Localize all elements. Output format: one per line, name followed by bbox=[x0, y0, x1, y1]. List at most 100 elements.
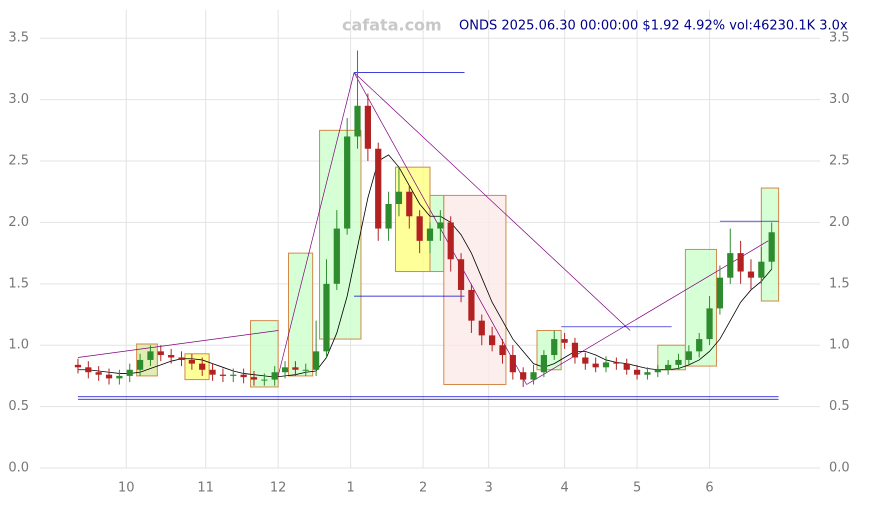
candle-body bbox=[489, 335, 496, 346]
candle-body bbox=[685, 351, 692, 360]
y-tick-label: 3.5 bbox=[8, 31, 29, 46]
x-tick-label: 12 bbox=[270, 481, 287, 496]
candle-body bbox=[313, 351, 320, 370]
candle-body bbox=[457, 259, 465, 290]
candle-body bbox=[364, 105, 371, 149]
candle-body bbox=[540, 355, 547, 373]
y-tick-label-right: 0.0 bbox=[829, 461, 850, 476]
x-tick-label: 11 bbox=[197, 481, 214, 496]
y-tick-label-right: 2.0 bbox=[829, 215, 850, 230]
candle-body bbox=[199, 363, 206, 370]
candle-body bbox=[292, 367, 299, 370]
candle-body bbox=[157, 351, 164, 356]
candle-body bbox=[250, 377, 258, 380]
candle-body bbox=[675, 359, 682, 365]
candle-body bbox=[116, 375, 123, 379]
x-tick-label: 10 bbox=[118, 481, 135, 496]
candle-body bbox=[219, 374, 227, 376]
candle-body bbox=[499, 345, 506, 356]
x-tick-label: 4 bbox=[560, 481, 568, 496]
candle-body bbox=[468, 289, 475, 321]
y-tick-label: 2.5 bbox=[8, 154, 29, 169]
candle-body bbox=[696, 339, 703, 352]
y-tick-label-right: 1.5 bbox=[829, 276, 850, 291]
plot: 0.0 0.0 0.5 0.5 1.0 1.0 1.5 1.5 2.0 2.0 2.5 2.5 3.0 3… bbox=[8, 10, 850, 496]
candle-body bbox=[561, 339, 568, 343]
candle-body bbox=[520, 372, 527, 380]
candle-body bbox=[509, 355, 516, 373]
y-tick-label-right: 1.0 bbox=[829, 338, 850, 353]
candle-body bbox=[261, 379, 268, 381]
candle-body bbox=[85, 367, 92, 373]
candle-body bbox=[333, 228, 340, 284]
candle-body bbox=[758, 261, 765, 278]
x-tick-label: 1 bbox=[346, 481, 354, 496]
candle-body bbox=[385, 204, 392, 229]
y-tick-label: 0.0 bbox=[8, 461, 29, 476]
candle-body bbox=[592, 363, 599, 368]
candle-body bbox=[416, 216, 423, 241]
candle-body bbox=[344, 136, 351, 229]
chart-title: ONDS 2025.06.30 00:00:00 $1.92 4.92% vol… bbox=[459, 19, 848, 34]
candle-body bbox=[633, 369, 641, 375]
candle-body bbox=[136, 359, 144, 370]
candle-body bbox=[323, 283, 330, 352]
y-tick-label: 3.0 bbox=[8, 92, 29, 107]
candle-body bbox=[281, 367, 289, 373]
trend-line bbox=[353, 72, 631, 331]
x-tick-label: 6 bbox=[705, 481, 713, 496]
candle-body bbox=[654, 369, 661, 373]
y-tick-label-right: 2.5 bbox=[829, 154, 850, 169]
zone-box bbox=[184, 353, 210, 381]
y-tick-label-right: 0.5 bbox=[829, 399, 850, 414]
candle-body bbox=[551, 339, 558, 356]
trend-line bbox=[277, 72, 355, 376]
candle-body bbox=[271, 372, 278, 380]
candle-body bbox=[302, 369, 309, 371]
candle-body bbox=[737, 253, 744, 272]
candle-body bbox=[582, 357, 589, 364]
candle-body bbox=[354, 105, 361, 137]
zone-box bbox=[657, 344, 686, 371]
candle-body bbox=[602, 362, 610, 368]
candle-body bbox=[571, 342, 579, 358]
candle-body bbox=[395, 191, 403, 205]
zone-box bbox=[536, 329, 562, 371]
candle-body bbox=[478, 320, 485, 336]
candle-body bbox=[613, 362, 620, 364]
candle-body bbox=[437, 222, 444, 229]
candle-body bbox=[727, 253, 734, 278]
candle-body bbox=[716, 277, 724, 309]
candle-body bbox=[188, 359, 195, 364]
y-tick-label-right: 3.0 bbox=[829, 92, 850, 107]
moving-average bbox=[77, 154, 772, 378]
y-tick-label-right: 3.5 bbox=[829, 31, 850, 46]
trend-line bbox=[77, 330, 279, 358]
candle-body bbox=[230, 374, 237, 376]
candle-body bbox=[768, 232, 775, 262]
candle-body bbox=[240, 374, 247, 378]
candle-body bbox=[95, 372, 102, 375]
candle-body bbox=[406, 191, 413, 217]
candle-body bbox=[147, 351, 154, 360]
candle-body bbox=[665, 364, 672, 370]
candle-body bbox=[623, 363, 630, 370]
y-tick-label: 2.0 bbox=[8, 215, 29, 230]
candle-body bbox=[530, 372, 537, 380]
candle-body bbox=[105, 374, 113, 379]
candle-body bbox=[74, 364, 82, 368]
candle-body bbox=[375, 148, 382, 229]
candle-body bbox=[447, 222, 454, 260]
candle-body bbox=[426, 228, 434, 241]
y-tick-label: 0.5 bbox=[8, 399, 29, 414]
candle-body bbox=[209, 369, 216, 375]
y-tick-label: 1.5 bbox=[8, 276, 29, 291]
zone-box bbox=[287, 252, 314, 377]
y-tick-label: 1.0 bbox=[8, 338, 29, 353]
x-tick-label: 5 bbox=[633, 481, 641, 496]
zone-box bbox=[394, 166, 431, 273]
watermark: cafata.com bbox=[342, 16, 442, 35]
candle-body bbox=[126, 369, 133, 376]
